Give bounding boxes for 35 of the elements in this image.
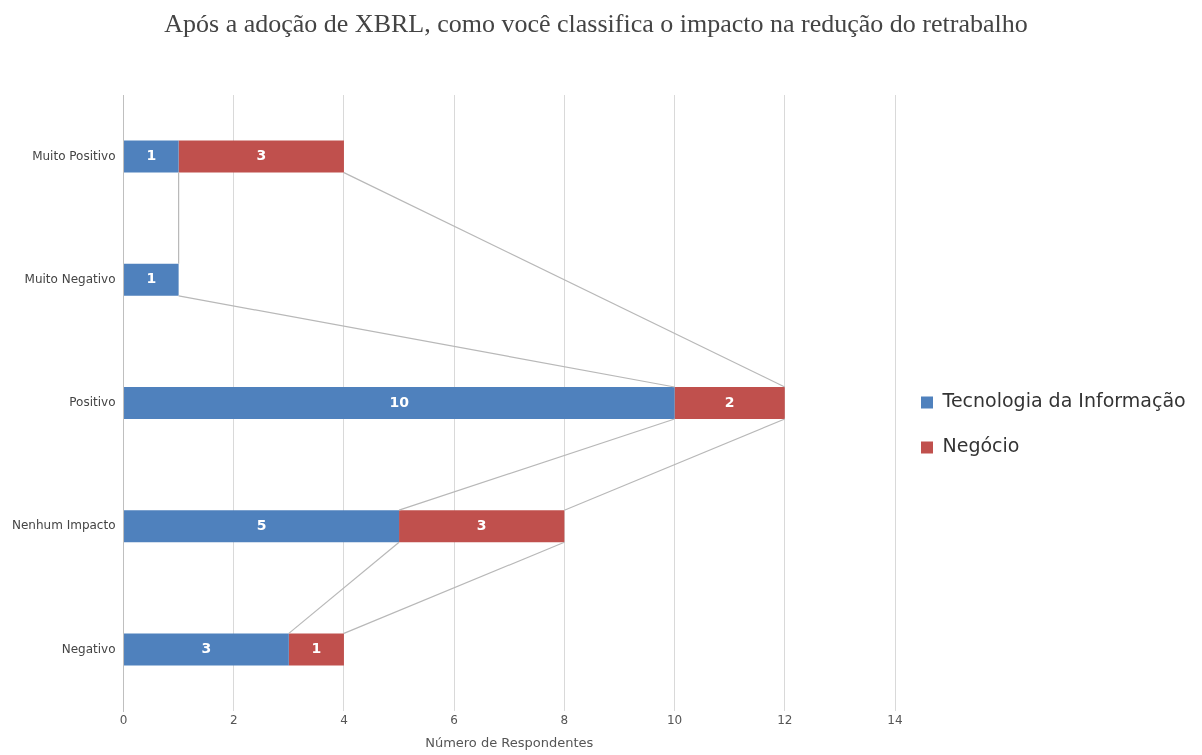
x-tick-label: 6 <box>450 713 458 728</box>
data-label: 3 <box>201 640 212 657</box>
x-axis-title: Número de Respondentes <box>425 734 594 750</box>
data-label: 1 <box>311 640 322 657</box>
bar <box>124 386 675 420</box>
chart-title: Após a adoção de XBRL, como você classifica o impacto na redução do retrabalho <box>163 8 1029 40</box>
x-tick-label: 0 <box>119 713 128 728</box>
x-tick-label: 2 <box>229 713 238 728</box>
y-tick-label: Muito Negativo <box>24 271 116 286</box>
legend-label: Tecnologia da Informação <box>941 389 1186 412</box>
bar <box>399 510 565 543</box>
x-tick-label: 12 <box>777 713 793 728</box>
x-tick-label: 14 <box>887 713 903 728</box>
bar <box>124 510 400 543</box>
data-label: 10 <box>389 393 410 410</box>
data-label: 5 <box>256 516 267 533</box>
x-tick-label: 10 <box>666 713 683 728</box>
bar <box>178 140 344 173</box>
x-tick-label: 4 <box>340 713 348 728</box>
y-tick-label: Positivo <box>69 395 116 410</box>
bar <box>674 386 785 420</box>
bar <box>124 633 289 666</box>
y-tick-label: Nenhum Impacto <box>11 518 116 533</box>
data-label: 3 <box>256 147 267 164</box>
data-label: 1 <box>146 147 157 164</box>
data-label: 1 <box>146 270 157 287</box>
data-label: 2 <box>724 393 735 410</box>
x-tick-label: 8 <box>560 713 569 728</box>
bar <box>124 140 179 173</box>
data-label: 3 <box>476 516 487 533</box>
bar <box>288 633 344 666</box>
y-tick-label: Negativo <box>61 641 116 656</box>
legend-label: Negócio <box>942 434 1020 457</box>
bar <box>124 263 179 296</box>
y-tick-label: Muito Positivo <box>32 148 116 163</box>
